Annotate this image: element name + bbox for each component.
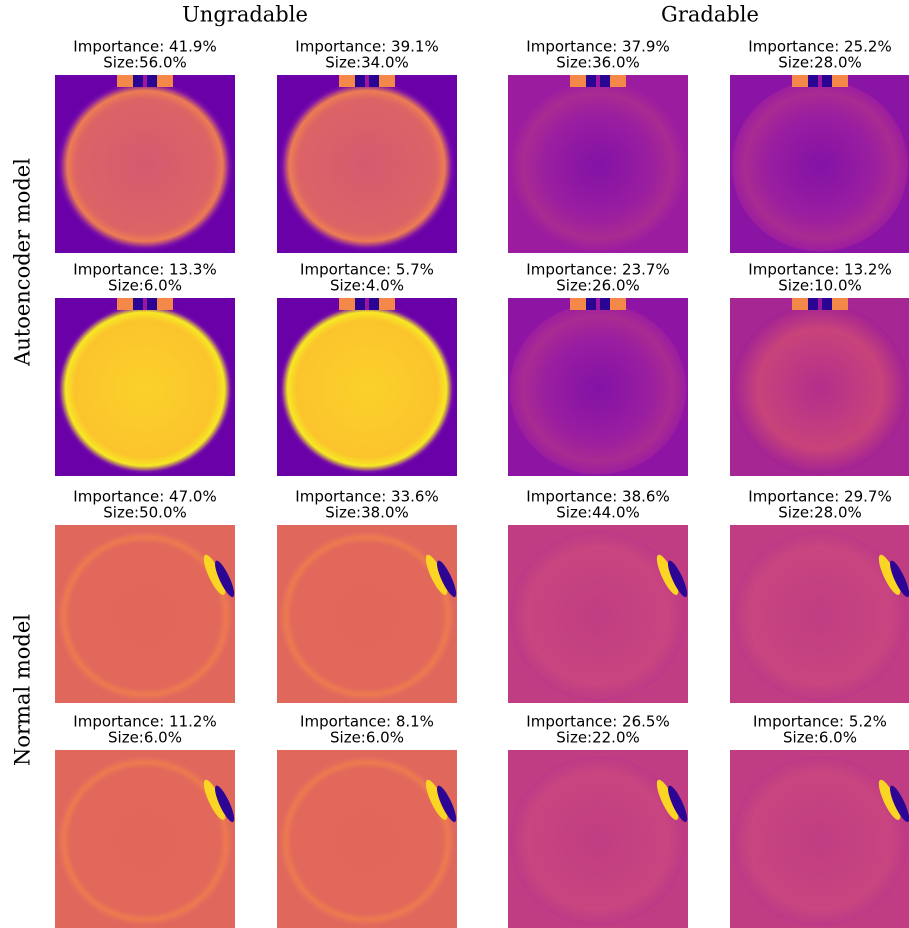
heatmap-disk <box>57 81 233 252</box>
size-label: Size:22.0% <box>556 729 640 747</box>
heatmap-strip <box>818 298 822 310</box>
heatmap <box>55 525 238 703</box>
heatmap-strip <box>143 75 147 87</box>
size-label: Size:38.0% <box>325 504 409 522</box>
heatmap-strip <box>596 298 600 310</box>
heatmap <box>55 750 238 928</box>
heatmap-disk <box>510 304 686 475</box>
size-label: Size:10.0% <box>778 277 862 295</box>
heatmap-disk <box>57 304 233 475</box>
page: Ungradable Gradable Autoencoder model No… <box>0 0 909 928</box>
column-header: Ungradable <box>182 3 308 27</box>
heatmap-disk <box>732 304 908 475</box>
heatmap <box>730 750 909 928</box>
row-label: Autoencoder model <box>11 158 35 367</box>
size-label: Size:28.0% <box>778 504 862 522</box>
size-label: Size:50.0% <box>103 504 187 522</box>
heatmap-disk <box>732 81 908 252</box>
heatmap-strip <box>818 75 822 87</box>
heatmap <box>277 750 460 928</box>
heatmap-disk <box>279 81 455 252</box>
size-label: Size:28.0% <box>778 54 862 72</box>
heatmap-disk <box>510 81 686 252</box>
heatmap <box>55 75 235 253</box>
figure: Ungradable Gradable Autoencoder model No… <box>0 0 909 928</box>
size-label: Size:4.0% <box>330 277 404 295</box>
size-label: Size:26.0% <box>556 277 640 295</box>
row-label: Normal model <box>11 614 35 766</box>
heatmap <box>730 75 909 253</box>
size-label: Size:34.0% <box>325 54 409 72</box>
size-label: Size:6.0% <box>108 729 182 747</box>
size-label: Size:6.0% <box>330 729 404 747</box>
heatmap-strip <box>596 75 600 87</box>
column-header: Gradable <box>661 3 759 27</box>
heatmap <box>277 75 457 253</box>
heatmap-strip <box>365 298 369 310</box>
heatmap <box>508 525 691 703</box>
heatmap <box>730 298 909 476</box>
heatmap <box>55 298 235 476</box>
heatmap-strip <box>365 75 369 87</box>
heatmap <box>508 75 688 253</box>
size-label: Size:56.0% <box>103 54 187 72</box>
heatmap <box>277 298 457 476</box>
heatmap <box>730 525 909 703</box>
heatmap-strip <box>143 298 147 310</box>
size-label: Size:44.0% <box>556 504 640 522</box>
size-label: Size:6.0% <box>783 729 857 747</box>
size-label: Size:6.0% <box>108 277 182 295</box>
size-label: Size:36.0% <box>556 54 640 72</box>
heatmap <box>277 525 460 703</box>
heatmap <box>508 750 691 928</box>
heatmap <box>508 298 688 476</box>
heatmap-disk <box>279 304 455 475</box>
